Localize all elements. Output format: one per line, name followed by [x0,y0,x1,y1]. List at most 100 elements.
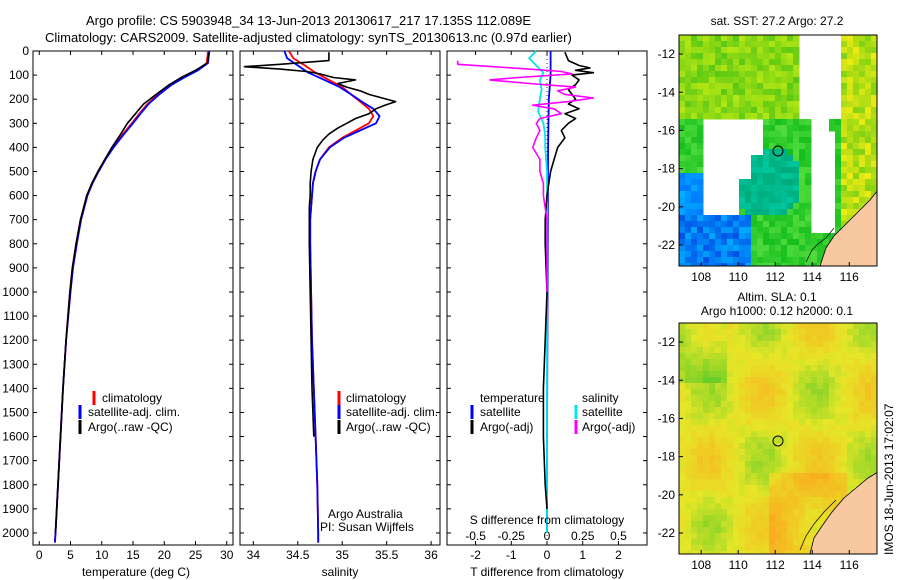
field-cell [685,119,692,126]
field-cell [727,323,734,330]
field-cell [817,251,824,258]
field-cell [721,341,728,348]
field-cell [775,197,782,204]
field-cell [715,329,722,336]
field-cell [847,47,854,54]
field-cell [739,497,746,504]
field-cell [817,347,824,354]
field-cell [757,83,764,90]
field-cell [781,77,788,84]
field-cell [763,239,770,246]
field-cell [775,233,782,240]
field-cell [709,113,716,120]
y-tick-label: 900 [9,261,29,275]
field-cell [841,41,848,48]
field-cell [841,59,848,66]
field-cell [853,443,860,450]
field-cell [799,155,806,162]
field-cell [745,107,752,114]
field-cell [811,263,818,266]
field-cell [859,107,866,114]
field-cell [805,245,812,252]
field-cell [865,185,872,192]
field-cell [691,395,698,402]
field-cell [709,461,716,468]
field-cell [787,209,794,216]
field-cell [865,35,872,42]
field-cell [787,509,794,516]
field-cell [799,173,806,180]
field-cell [751,497,758,504]
field-cell [781,83,788,90]
field-cell [811,257,818,264]
field-cell [835,161,842,168]
field-cell [793,323,800,330]
x-tick-label: -1 [506,548,517,562]
field-cell [799,125,806,132]
field-cell [841,341,848,348]
field-cell [721,89,728,96]
field-cell [841,479,848,486]
field-cell [811,455,818,462]
field-cell [871,107,877,114]
field-cell [733,437,740,444]
field-cell [691,245,698,252]
field-cell [679,65,686,72]
field-cell [679,53,686,60]
field-cell [775,215,782,222]
field-cell [745,497,752,504]
field-cell [757,35,764,42]
field-cell [727,71,734,78]
field-cell [691,191,698,198]
field-cell [787,341,794,348]
field-cell [721,545,728,552]
field-cell [823,329,830,336]
field-cell [781,113,788,120]
legend-argo: Argo(..raw -QC) [346,420,431,434]
field-cell [829,479,836,486]
field-cell [769,245,776,252]
field-cell [745,467,752,474]
field-cell [709,491,716,498]
field-cell [685,155,692,162]
field-cell [799,215,806,222]
field-cell [787,383,794,390]
field-cell [757,413,764,420]
field-cell [709,515,716,522]
field-cell [769,455,776,462]
temperature-x-ticks: 0 5 10 15 20 25 30 [36,51,234,562]
field-cell [697,245,704,252]
field-cell [709,251,716,258]
field-cell [751,383,758,390]
field-cell [703,245,710,252]
field-cell [691,431,698,438]
field-cell [787,101,794,108]
field-cell [787,395,794,402]
field-cell [763,401,770,408]
field-cell [715,437,722,444]
field-cell [709,533,716,540]
field-cell [685,491,692,498]
field-cell [853,71,860,78]
field-cell [769,365,776,372]
field-cell [847,353,854,360]
field-cell [823,491,830,498]
field-cell [751,515,758,522]
field-cell [745,545,752,552]
field-cell [733,77,740,84]
field-cell [799,149,806,156]
legend-t-title: temperature [480,391,545,405]
field-cell [733,383,740,390]
field-cell [769,227,776,234]
field-cell [865,119,872,126]
field-cell [817,371,824,378]
field-cell [709,245,716,252]
field-cell [679,143,686,150]
field-cell [871,119,877,126]
field-cell [727,377,734,384]
field-cell [733,389,740,396]
field-cell [697,545,704,552]
field-cell [847,371,854,378]
field-cell [715,113,722,120]
field-cell [823,389,830,396]
